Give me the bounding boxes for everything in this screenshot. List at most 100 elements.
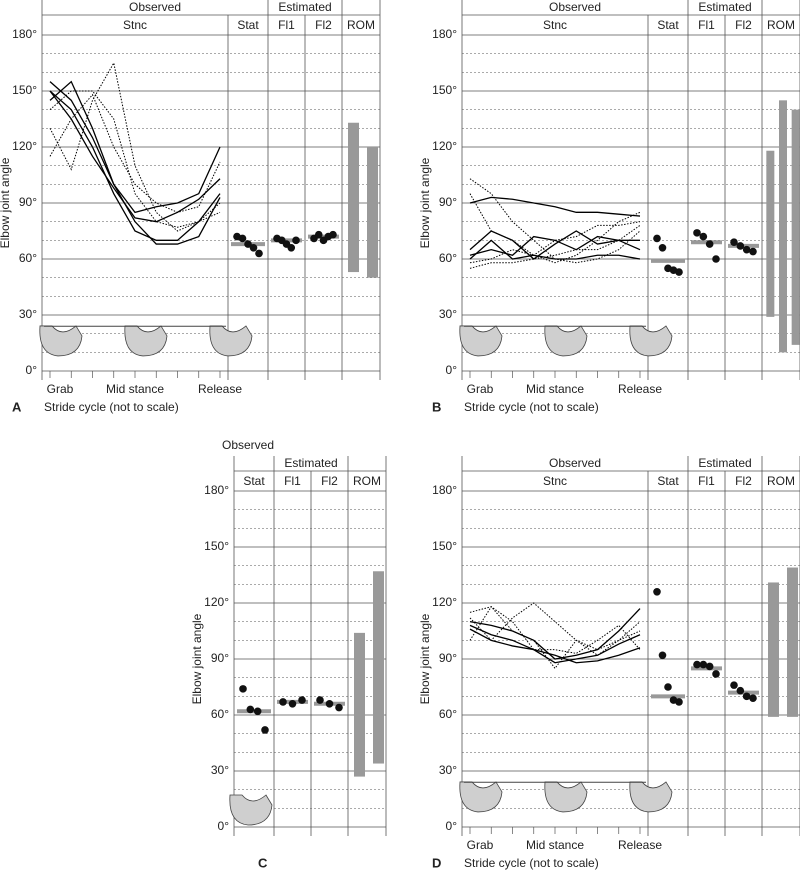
y-tick-label: 90°	[211, 651, 229, 665]
y-tick-label: 0°	[218, 819, 230, 833]
y-axis-title: Elbow joint angle	[190, 613, 204, 704]
rom-bar	[787, 567, 798, 717]
stance-line	[469, 628, 641, 664]
data-dot	[325, 700, 334, 708]
stance-line	[49, 90, 221, 223]
sloth-icon	[229, 794, 273, 826]
x-axis-title: Stride cycle (not to scale)	[44, 400, 179, 414]
data-dot	[653, 588, 661, 596]
data-dot	[287, 244, 296, 252]
header-group: Observed	[222, 438, 274, 452]
column-label: Fl2	[735, 474, 752, 488]
header-group: Estimated	[278, 0, 331, 14]
data-dot	[292, 236, 300, 245]
x-tick-label: Release	[198, 382, 242, 396]
data-dot	[693, 229, 701, 237]
y-tick-label: 0°	[26, 363, 38, 377]
data-dot	[749, 694, 757, 702]
y-tick-label: 150°	[432, 83, 457, 97]
x-tick-label: Mid stance	[106, 382, 164, 396]
y-tick-label: 180°	[12, 27, 37, 41]
stance-line	[469, 606, 641, 654]
rom-bar	[779, 100, 787, 353]
stance-line	[469, 230, 640, 260]
data-dot	[749, 247, 757, 256]
rom-bar	[766, 150, 775, 317]
column-label: Fl2	[321, 474, 338, 488]
stance-line	[49, 81, 221, 245]
y-tick-label: 30°	[439, 763, 457, 777]
x-tick-label: Mid stance	[526, 382, 584, 396]
x-tick-label: Grab	[467, 382, 494, 396]
sloth-icon	[459, 781, 503, 813]
panel-letter: D	[432, 855, 441, 870]
x-tick-label: Grab	[467, 838, 494, 852]
y-tick-label: 150°	[12, 83, 37, 97]
data-dot	[693, 660, 701, 669]
x-tick-label: Release	[618, 838, 662, 852]
data-dot	[261, 726, 269, 734]
stance-line	[469, 178, 641, 264]
header-group: Observed	[549, 0, 601, 14]
data-dot	[255, 249, 263, 258]
y-tick-label: 120°	[432, 139, 457, 153]
x-tick-label: Grab	[47, 382, 74, 396]
y-tick-label: 90°	[439, 195, 457, 209]
y-tick-label: 120°	[432, 595, 457, 609]
panel-letter: A	[12, 399, 22, 414]
y-tick-label: 60°	[211, 707, 229, 721]
stance-line	[469, 193, 641, 264]
data-dot	[244, 240, 252, 248]
column-label: Stat	[237, 18, 259, 32]
data-dot	[664, 683, 672, 691]
data-dot	[705, 240, 714, 248]
column-label: ROM	[353, 474, 381, 488]
column-label: ROM	[347, 18, 375, 32]
column-label: Stat	[657, 474, 679, 488]
x-axis-title: Stride cycle (not to scale)	[464, 856, 599, 870]
stance-line	[469, 196, 641, 217]
data-dot	[253, 707, 262, 716]
column-label: Stnc	[543, 474, 567, 488]
sloth-icon	[209, 325, 253, 357]
sloth-icon	[544, 781, 588, 813]
column-label: Fl1	[698, 474, 715, 488]
column-label: Fl1	[698, 18, 715, 32]
data-dot	[288, 700, 297, 708]
stance-line	[49, 90, 221, 228]
data-dot	[736, 686, 745, 695]
panel-letter: C	[258, 855, 268, 870]
data-dot	[742, 245, 751, 254]
stance-line	[469, 608, 641, 660]
header-group: Estimated	[284, 456, 337, 470]
y-tick-label: 90°	[19, 195, 37, 209]
column-label: Fl1	[278, 18, 295, 32]
y-tick-label: 180°	[432, 27, 457, 41]
sloth-icon	[459, 325, 503, 357]
stance-line	[49, 80, 221, 214]
y-axis-title: Elbow joint angle	[418, 157, 432, 248]
sloth-icon	[629, 781, 673, 813]
rom-bar	[367, 147, 378, 278]
y-tick-label: 60°	[19, 251, 37, 265]
column-label: Stat	[657, 18, 679, 32]
data-dot	[246, 705, 255, 714]
data-dot	[712, 670, 720, 678]
rom-bar	[373, 571, 384, 764]
y-tick-label: 120°	[204, 595, 229, 609]
panel-letter: B	[432, 399, 441, 414]
column-label: Stnc	[543, 18, 567, 32]
data-dot	[279, 698, 287, 706]
y-tick-label: 30°	[19, 307, 37, 321]
y-tick-label: 120°	[12, 139, 37, 153]
data-dot	[658, 651, 667, 660]
data-dot	[699, 232, 708, 241]
data-dot	[730, 238, 738, 246]
stance-line	[49, 90, 221, 241]
header-group: Estimated	[698, 0, 751, 14]
data-dot	[314, 230, 323, 239]
y-tick-label: 60°	[439, 707, 457, 721]
data-dot	[658, 244, 667, 252]
